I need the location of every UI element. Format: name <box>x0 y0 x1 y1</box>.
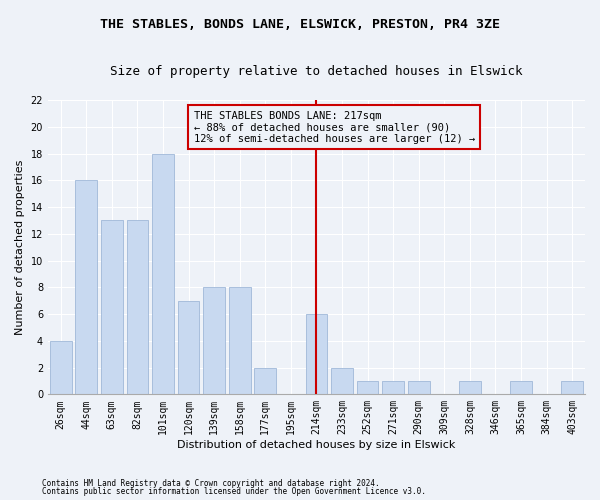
Bar <box>127 220 148 394</box>
Text: THE STABLES, BONDS LANE, ELSWICK, PRESTON, PR4 3ZE: THE STABLES, BONDS LANE, ELSWICK, PRESTO… <box>100 18 500 30</box>
Bar <box>76 180 97 394</box>
Y-axis label: Number of detached properties: Number of detached properties <box>15 160 25 335</box>
Bar <box>178 300 199 394</box>
Text: Contains public sector information licensed under the Open Government Licence v3: Contains public sector information licen… <box>42 487 426 496</box>
Bar <box>357 381 379 394</box>
Bar <box>510 381 532 394</box>
Bar <box>254 368 276 394</box>
Bar <box>101 220 123 394</box>
Title: Size of property relative to detached houses in Elswick: Size of property relative to detached ho… <box>110 65 523 78</box>
Bar <box>562 381 583 394</box>
Bar <box>331 368 353 394</box>
X-axis label: Distribution of detached houses by size in Elswick: Distribution of detached houses by size … <box>177 440 455 450</box>
Bar <box>229 288 251 395</box>
Text: THE STABLES BONDS LANE: 217sqm
← 88% of detached houses are smaller (90)
12% of : THE STABLES BONDS LANE: 217sqm ← 88% of … <box>194 110 475 144</box>
Bar <box>382 381 404 394</box>
Bar <box>152 154 174 394</box>
Bar <box>459 381 481 394</box>
Bar <box>305 314 328 394</box>
Bar <box>50 341 71 394</box>
Bar <box>408 381 430 394</box>
Text: Contains HM Land Registry data © Crown copyright and database right 2024.: Contains HM Land Registry data © Crown c… <box>42 478 380 488</box>
Bar <box>203 288 225 395</box>
